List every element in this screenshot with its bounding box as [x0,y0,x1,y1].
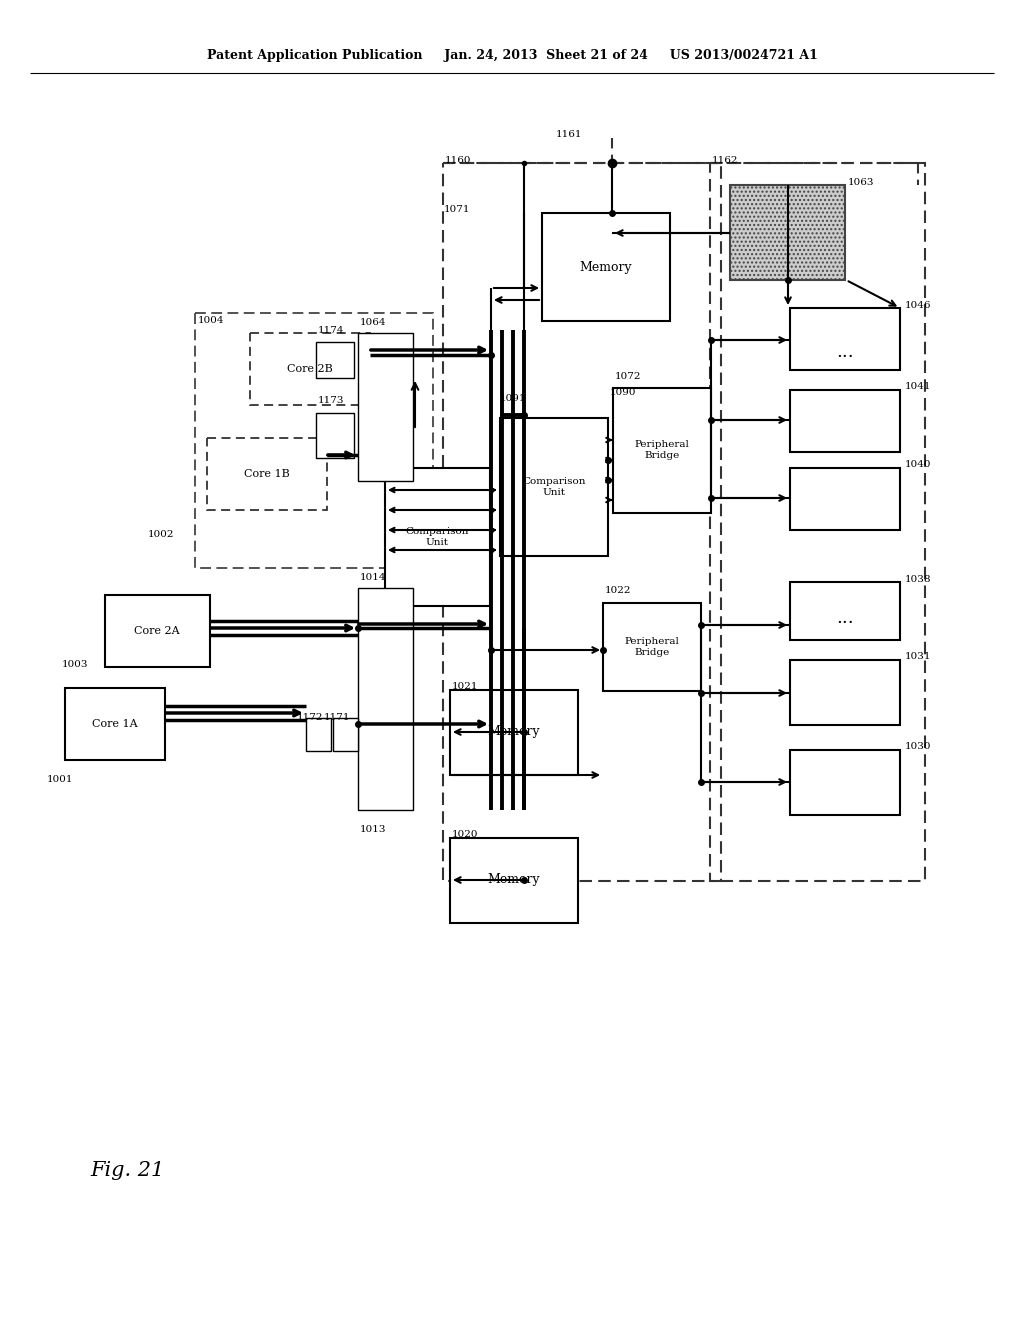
Bar [385,469,490,606]
Text: 1013: 1013 [360,825,386,834]
Bar [730,185,845,280]
Text: 1003: 1003 [62,660,88,669]
Text: 1160: 1160 [445,156,471,165]
Text: ...: ... [837,609,854,627]
Text: 1071: 1071 [444,205,470,214]
Text: 1041: 1041 [905,381,932,391]
Bar [207,438,327,510]
Bar [316,342,354,378]
Bar [790,660,900,725]
Bar [333,718,358,751]
Text: 1022: 1022 [605,586,632,595]
Text: 1063: 1063 [848,178,874,187]
Text: Peripheral
Bridge: Peripheral Bridge [625,638,680,657]
Text: Memory: Memory [580,260,632,273]
Bar [790,389,900,451]
Text: 1174: 1174 [318,326,344,335]
Text: 1091: 1091 [500,393,526,403]
Text: 1001: 1001 [47,775,74,784]
Text: Memory: Memory [487,726,541,738]
Text: 1020: 1020 [452,830,478,840]
Bar [65,688,165,760]
Bar [542,213,670,321]
Text: Core 2A: Core 2A [134,626,180,636]
Text: Core 1A: Core 1A [92,719,138,729]
Bar [790,582,900,640]
Text: 1173: 1173 [318,396,344,405]
Text: ...: ... [837,343,854,360]
Text: 1038: 1038 [905,576,932,583]
Text: 1004: 1004 [198,315,224,325]
Text: 1171: 1171 [324,713,350,722]
Text: Peripheral
Bridge: Peripheral Bridge [635,441,689,459]
Bar [105,595,210,667]
Text: 1072: 1072 [615,372,641,381]
Text: 1014: 1014 [360,573,386,582]
Bar [790,750,900,814]
Text: Fig. 21: Fig. 21 [90,1160,164,1180]
Text: 1021: 1021 [452,682,478,690]
Bar [250,333,370,405]
Text: 1040: 1040 [905,459,932,469]
Text: Comparison
Unit: Comparison Unit [406,527,469,546]
Text: 1002: 1002 [148,531,174,539]
Bar [790,469,900,531]
Text: Comparison
Unit: Comparison Unit [522,478,586,496]
Text: 1162: 1162 [712,156,738,165]
Bar [450,690,578,775]
Bar [790,308,900,370]
Text: 1031: 1031 [905,652,932,661]
Text: 1172: 1172 [297,713,324,722]
Text: 1030: 1030 [905,742,932,751]
Text: 1161: 1161 [556,129,583,139]
Bar [500,418,608,556]
Bar [613,388,711,513]
Text: 1064: 1064 [360,318,386,327]
Text: 1090: 1090 [610,388,637,397]
Bar [443,162,721,880]
Text: 1046: 1046 [905,301,932,310]
Bar [358,333,413,480]
Text: Patent Application Publication     Jan. 24, 2013  Sheet 21 of 24     US 2013/002: Patent Application Publication Jan. 24, … [207,49,817,62]
Bar [195,313,433,568]
Bar [450,838,578,923]
Text: Memory: Memory [487,874,541,887]
Text: Core 2B: Core 2B [287,364,333,374]
Text: Core 1B: Core 1B [244,469,290,479]
Bar [710,162,925,880]
Bar [316,413,354,458]
Bar [358,587,413,810]
Bar [603,603,701,690]
Bar [306,718,331,751]
